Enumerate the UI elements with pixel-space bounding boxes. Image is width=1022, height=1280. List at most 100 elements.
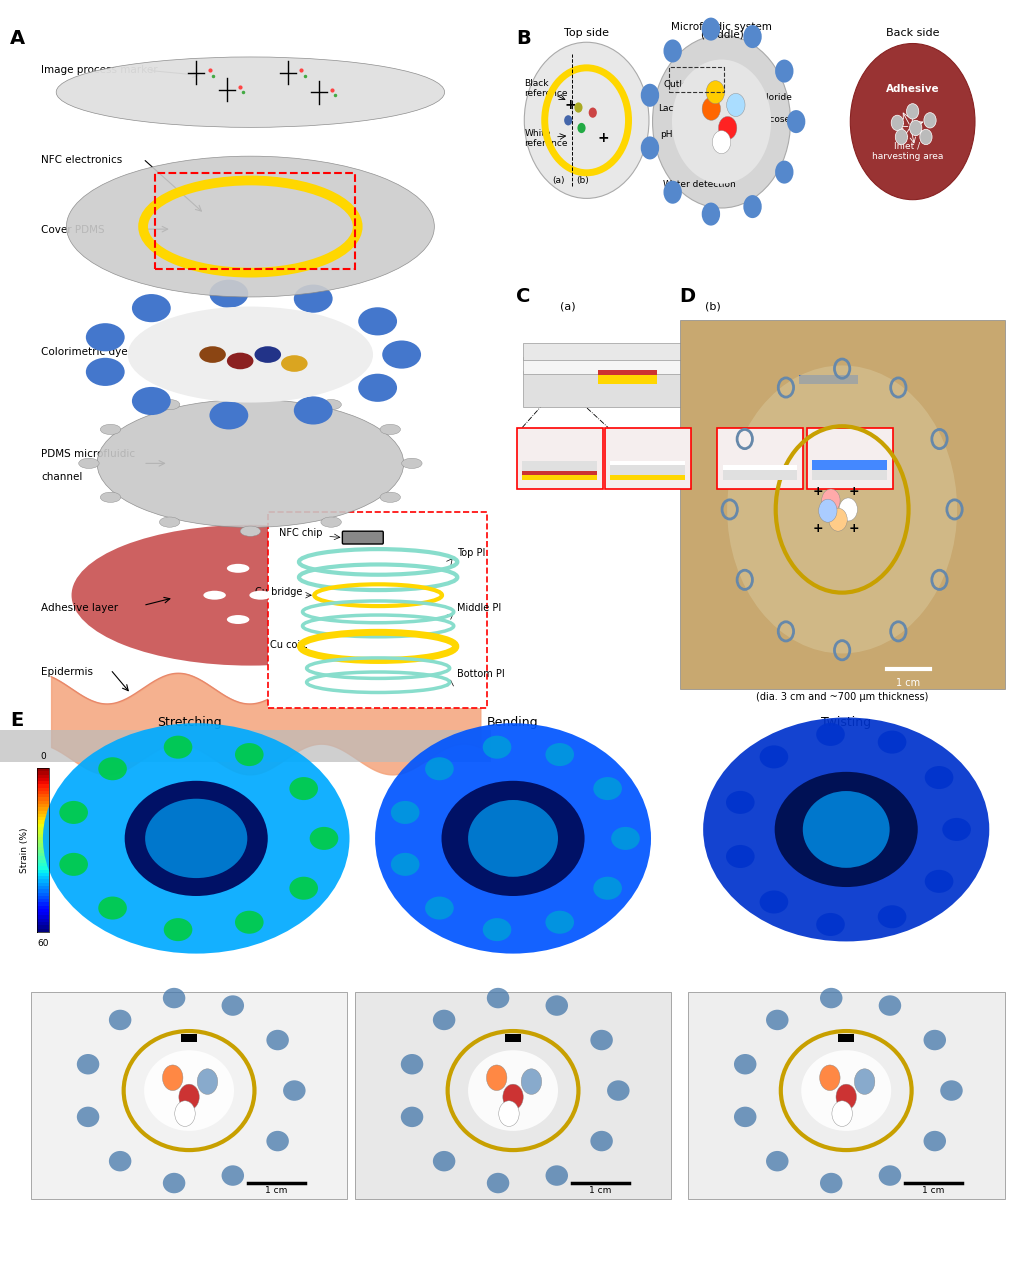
FancyBboxPatch shape bbox=[688, 992, 1005, 1199]
Bar bbox=[37, 867, 49, 869]
Bar bbox=[505, 1034, 521, 1042]
Circle shape bbox=[486, 1065, 507, 1091]
Text: Strain (%): Strain (%) bbox=[20, 827, 29, 873]
FancyBboxPatch shape bbox=[680, 320, 1005, 689]
Bar bbox=[522, 461, 597, 471]
Ellipse shape bbox=[594, 877, 622, 900]
Ellipse shape bbox=[775, 60, 793, 83]
Bar bbox=[37, 856, 49, 860]
Ellipse shape bbox=[878, 905, 907, 928]
Bar bbox=[812, 470, 887, 480]
Bar bbox=[812, 460, 887, 470]
FancyBboxPatch shape bbox=[605, 428, 691, 489]
Ellipse shape bbox=[524, 42, 649, 198]
Bar bbox=[37, 873, 49, 876]
Text: 0: 0 bbox=[40, 753, 46, 762]
Text: Adhesive: Adhesive bbox=[886, 84, 939, 95]
Ellipse shape bbox=[293, 397, 332, 425]
Bar bbox=[37, 827, 49, 831]
Ellipse shape bbox=[775, 772, 918, 887]
FancyBboxPatch shape bbox=[31, 992, 347, 1199]
Ellipse shape bbox=[289, 877, 318, 900]
Bar bbox=[37, 902, 49, 906]
Text: Stretching: Stretching bbox=[156, 716, 222, 728]
Ellipse shape bbox=[817, 913, 845, 936]
Ellipse shape bbox=[321, 517, 341, 527]
Bar bbox=[37, 922, 49, 925]
Bar bbox=[37, 794, 49, 797]
Ellipse shape bbox=[289, 777, 318, 800]
Bar bbox=[37, 886, 49, 890]
Bar bbox=[37, 810, 49, 814]
Text: Back side: Back side bbox=[886, 28, 939, 38]
Text: pH: pH bbox=[660, 131, 672, 140]
Ellipse shape bbox=[359, 307, 398, 335]
Ellipse shape bbox=[235, 744, 264, 767]
Bar bbox=[37, 833, 49, 837]
Circle shape bbox=[836, 1084, 856, 1110]
Ellipse shape bbox=[390, 852, 419, 876]
FancyBboxPatch shape bbox=[683, 357, 923, 374]
Circle shape bbox=[895, 129, 908, 145]
Ellipse shape bbox=[925, 870, 954, 893]
Bar bbox=[37, 785, 49, 787]
Bar bbox=[522, 475, 597, 480]
Text: Middle PI: Middle PI bbox=[457, 603, 501, 613]
Bar bbox=[37, 909, 49, 913]
Ellipse shape bbox=[203, 590, 226, 599]
Ellipse shape bbox=[766, 1010, 789, 1030]
Bar bbox=[37, 876, 49, 879]
Text: +: + bbox=[597, 132, 609, 145]
FancyBboxPatch shape bbox=[355, 992, 671, 1199]
Text: Water detection: Water detection bbox=[662, 180, 736, 189]
Ellipse shape bbox=[145, 799, 247, 878]
Circle shape bbox=[706, 81, 725, 104]
Text: Image process marker: Image process marker bbox=[41, 65, 157, 76]
Ellipse shape bbox=[546, 910, 574, 933]
Text: 1 cm: 1 cm bbox=[589, 1187, 611, 1196]
Text: Twisting: Twisting bbox=[821, 716, 872, 728]
Ellipse shape bbox=[401, 1053, 423, 1074]
Circle shape bbox=[175, 1101, 195, 1126]
Ellipse shape bbox=[210, 279, 248, 307]
Ellipse shape bbox=[390, 801, 419, 824]
Bar bbox=[37, 778, 49, 781]
Ellipse shape bbox=[267, 1130, 289, 1151]
Bar bbox=[37, 896, 49, 899]
Ellipse shape bbox=[210, 402, 248, 430]
Ellipse shape bbox=[734, 1053, 756, 1074]
Text: (middle): (middle) bbox=[700, 29, 743, 40]
Text: (dia. 3 cm and ~700 μm thickness): (dia. 3 cm and ~700 μm thickness) bbox=[756, 692, 928, 703]
Bar bbox=[37, 892, 49, 896]
Circle shape bbox=[589, 108, 597, 118]
Bar bbox=[37, 883, 49, 886]
Ellipse shape bbox=[652, 35, 791, 207]
Text: C: C bbox=[516, 288, 530, 306]
Circle shape bbox=[727, 93, 745, 116]
Ellipse shape bbox=[433, 1010, 456, 1030]
Circle shape bbox=[564, 115, 572, 125]
Ellipse shape bbox=[164, 736, 192, 759]
Ellipse shape bbox=[611, 827, 640, 850]
FancyBboxPatch shape bbox=[523, 357, 763, 374]
FancyBboxPatch shape bbox=[268, 512, 487, 708]
Ellipse shape bbox=[380, 425, 401, 435]
Ellipse shape bbox=[759, 891, 788, 914]
Ellipse shape bbox=[66, 156, 434, 297]
Ellipse shape bbox=[546, 1165, 568, 1185]
Ellipse shape bbox=[925, 765, 954, 788]
Ellipse shape bbox=[850, 44, 975, 200]
Bar bbox=[37, 925, 49, 928]
Circle shape bbox=[829, 508, 847, 531]
Bar bbox=[37, 928, 49, 932]
FancyBboxPatch shape bbox=[523, 371, 763, 407]
Circle shape bbox=[891, 115, 903, 131]
Text: Glucose: Glucose bbox=[754, 115, 790, 124]
Ellipse shape bbox=[293, 284, 332, 312]
Ellipse shape bbox=[77, 1053, 99, 1074]
Ellipse shape bbox=[43, 723, 350, 954]
Ellipse shape bbox=[703, 717, 989, 942]
Bar bbox=[723, 465, 797, 470]
Ellipse shape bbox=[235, 910, 264, 933]
Ellipse shape bbox=[227, 563, 249, 572]
